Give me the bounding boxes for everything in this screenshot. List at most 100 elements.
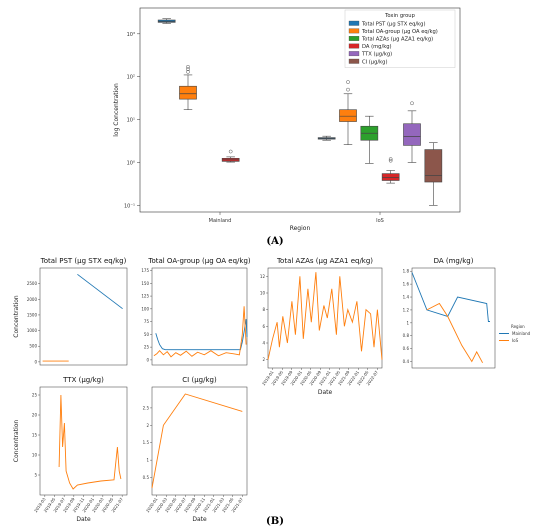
series-line-ios: [426, 302, 483, 364]
series-line-ios: [153, 306, 247, 358]
box-total-pst-g-stx-eq-kg-ios: [317, 135, 336, 141]
subplot-da: DA (mg/kg) 0.4 0.6 0.8 1 1.2 1.4 1.6 1.8 Region Ma…: [403, 257, 531, 369]
y-tick-label: 125: [141, 294, 149, 299]
outlier-point: [388, 158, 393, 163]
x-tick-label: Mainland: [209, 218, 232, 224]
legend-swatch: [348, 36, 360, 41]
subplot-frame: [39, 267, 128, 366]
y-tick-label: 5: [34, 473, 37, 478]
y-tick-label: 2: [146, 423, 149, 428]
legend-label: Mainland: [512, 331, 531, 336]
legend-label: Total OA-group (μg OA eq/kg): [361, 29, 438, 35]
series-line-ios: [58, 394, 122, 490]
series-line-ios: [267, 272, 383, 360]
y-tick-label: 0: [146, 357, 149, 362]
y-tick-label: 50: [144, 332, 150, 337]
legend-swatch: [348, 51, 360, 57]
y-tick-label: 75: [144, 319, 150, 324]
y-tick-label: 500: [29, 344, 37, 349]
box-ttx-g-kg-ios: [403, 101, 421, 163]
subplot-total-oa-group: Total OA-group (μg OA eq/kg) 0 25 50 75 100 12…: [141, 257, 251, 366]
subplot-title: Total OA-group (μg OA eq/kg): [147, 257, 251, 265]
box-da-mg-kg-mainland: [221, 149, 240, 163]
y-tick-label: 6: [262, 324, 265, 329]
box-total-pst-g-stx-eq-kg-mainland: [157, 18, 176, 24]
box-body: [339, 109, 357, 122]
legend-label: Total PST (μg STX eq/kg): [361, 21, 425, 27]
outlier-point: [346, 80, 350, 84]
y-tick-label: 10¹: [127, 118, 135, 124]
y-tick-label: 4: [262, 341, 265, 346]
y-axis-label: Concentration: [13, 295, 20, 338]
series-line-mainland: [77, 273, 123, 310]
box-body: [403, 123, 421, 146]
legend-label: DA (mg/kg): [362, 44, 392, 50]
subplot-title: Total PST (μg STX eq/kg): [40, 257, 127, 265]
y-tick-label: 25: [144, 345, 150, 350]
plot-frame: [139, 7, 461, 213]
subplot-title: DA (mg/kg): [434, 257, 474, 265]
y-tick-label: 10: [260, 291, 266, 296]
legend-title: Region: [511, 324, 525, 329]
y-tick-label: 175: [141, 268, 149, 273]
y-tick-label: 1.8: [403, 269, 410, 274]
y-tick-label: 1: [406, 320, 409, 325]
subplot-frame: [151, 267, 248, 366]
y-axis-label: log Concentration: [113, 83, 120, 137]
y-tick-label: 2500: [27, 281, 38, 286]
legend-frame: [344, 9, 456, 68]
y-tick-label: 15: [32, 433, 38, 438]
y-tick-label: 20: [32, 413, 38, 418]
legend-swatch: [348, 28, 360, 34]
subplot-frame: [267, 267, 383, 369]
legend-swatch: [348, 58, 360, 64]
y-tick-label: 8: [262, 307, 265, 312]
panel-a-box-chart: 10⁻¹ 10⁰ 10¹ 10² 10³ log Concentration Region M…: [113, 7, 461, 232]
region-legend: Region Mainland IoS: [499, 324, 531, 343]
y-axis-label: Concentration: [13, 420, 20, 463]
legend-label: Total AZAs (μg AZA1 eq/kg): [361, 37, 433, 43]
legend-title: Toxin group: [384, 13, 416, 19]
y-tick-label: 1: [146, 458, 149, 463]
y-tick-label: 1.5: [143, 440, 150, 445]
outlier-point: [186, 69, 190, 74]
x-axis-label: Date: [318, 389, 333, 396]
outlier-point: [186, 64, 190, 69]
subplot-ttx: TTX (μg/kg)510152025Concentration2019-03…: [13, 376, 128, 523]
subplot-frame: [411, 267, 496, 369]
y-tick-label: 0.5: [143, 475, 150, 480]
y-tick-label: 1000: [27, 328, 38, 333]
y-tick-label: 10: [32, 453, 38, 458]
y-tick-label: 1.4: [403, 295, 410, 300]
y-tick-label: 25: [32, 393, 38, 398]
box-ci-g-kg-ios: [424, 142, 443, 206]
y-tick-label: 10⁻¹: [124, 203, 135, 209]
y-tick-label: 1.2: [403, 307, 410, 312]
panel-b-label: (B): [266, 516, 284, 527]
outlier-point: [388, 157, 393, 161]
box-body: [179, 85, 197, 100]
x-axis-label: Date: [192, 516, 207, 523]
y-tick-label: 12: [260, 274, 266, 279]
legend-swatch: [348, 20, 360, 26]
subplot-total-azas: Total AZAs (μg AZA1 eq/kg)246810122019-0…: [260, 257, 383, 396]
y-tick-label: 2000: [27, 297, 38, 302]
series-line-ios: [151, 393, 243, 489]
box-body: [424, 149, 443, 183]
legend: Toxin group Total PST (μg STX eq/kg) Total…: [344, 9, 456, 68]
outlier-point: [228, 149, 233, 154]
series-line-mainland: [155, 319, 248, 351]
y-tick-label: 10²: [127, 75, 135, 81]
y-tick-label: 0.6: [403, 346, 410, 351]
outlier-point: [410, 101, 414, 106]
y-tick-label: 10⁰: [127, 160, 135, 166]
box-total-oa-group-g-oa-eq-kg-ios: [339, 80, 357, 145]
outlier-point: [186, 67, 190, 72]
subplot-total-pst: Total PST (μg STX eq/kg) 0 500 1000 1500 2000…: [13, 257, 128, 366]
x-tick-label: IoS: [376, 218, 384, 224]
box-total-oa-group-g-oa-eq-kg-mainland: [179, 64, 197, 111]
series-line-mainland: [411, 272, 490, 322]
y-tick-label: 150: [141, 281, 149, 286]
y-tick-label: 0: [34, 359, 37, 364]
